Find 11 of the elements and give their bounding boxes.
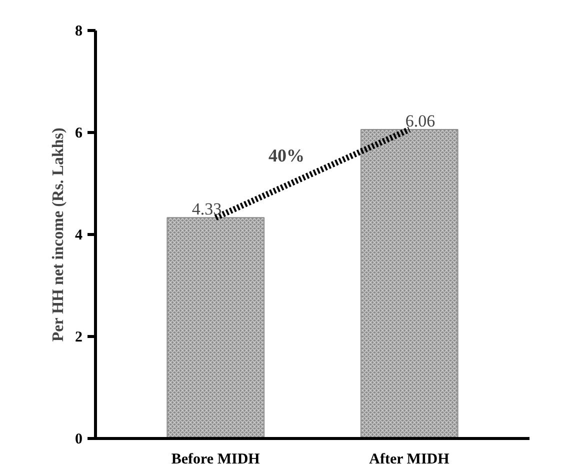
x-tick-label: Before MIDH <box>171 452 260 468</box>
annotation: 40% <box>268 146 304 166</box>
y-tick-label: 4 <box>75 228 83 244</box>
y-tick-label: 0 <box>75 432 82 448</box>
y-tick-label: 2 <box>75 330 82 346</box>
data-label: 6.06 <box>405 111 436 130</box>
x-tick-label: After MIDH <box>369 452 450 468</box>
y-axis-title: Per HH net income (Rs. Lakhs) <box>50 128 67 342</box>
data-label: 4.33 <box>192 200 222 219</box>
y-tick-label: 8 <box>75 24 82 40</box>
y-tick-label: 6 <box>75 126 83 142</box>
